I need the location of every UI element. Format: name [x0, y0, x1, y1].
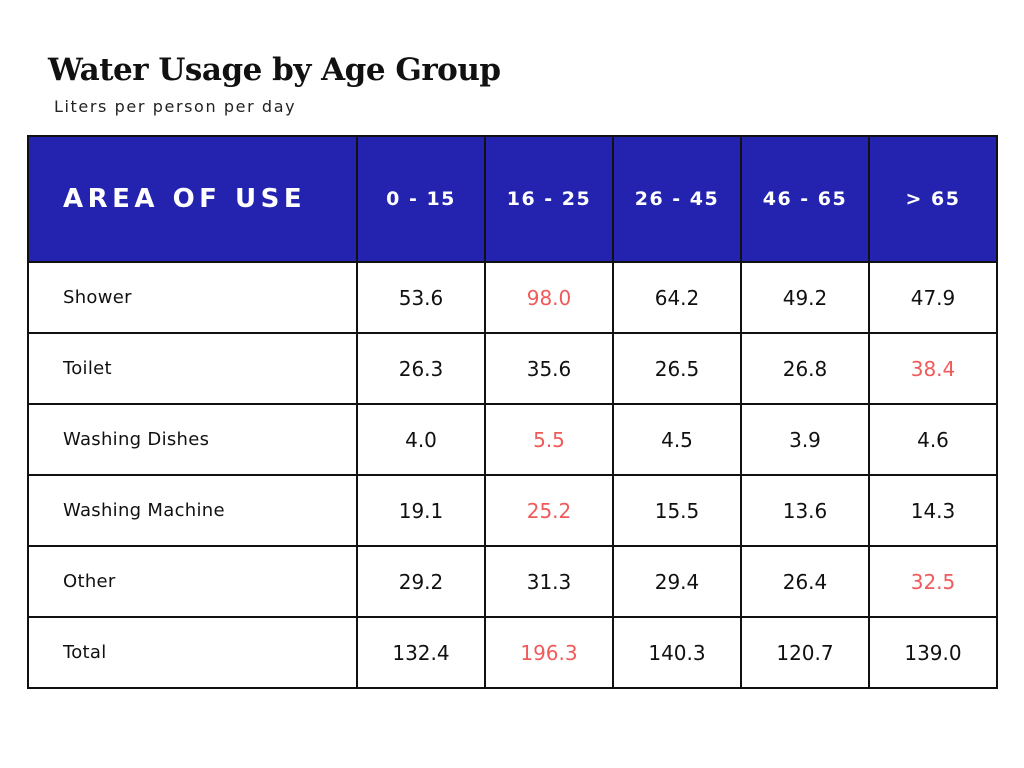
cell-value: 49.2	[740, 261, 870, 334]
table-row-washing-dishes: Washing Dishes 4.0 5.5 4.5 3.9 4.6	[27, 403, 998, 476]
cell-value: 19.1	[356, 474, 486, 547]
cell-value: 14.3	[868, 474, 998, 547]
cell-value: 140.3	[612, 616, 742, 689]
cell-value: 26.3	[356, 332, 486, 405]
table-body: Shower 53.6 98.0 64.2 49.2 47.9 Toilet 26.3 35.6…	[27, 261, 998, 689]
cell-value: 196.3	[484, 616, 614, 689]
cell-value: 120.7	[740, 616, 870, 689]
cell-value: 64.2	[612, 261, 742, 334]
header-age-46-65: 46 - 65	[740, 135, 870, 263]
cell-value: 4.6	[868, 403, 998, 476]
cell-value: 25.2	[484, 474, 614, 547]
water-usage-table: AREA OF USE 0 - 15 16 - 25 26 - 45 46 - …	[27, 135, 998, 689]
cell-value: 47.9	[868, 261, 998, 334]
table-row-toilet: Toilet 26.3 35.6 26.5 26.8 38.4	[27, 332, 998, 405]
header-age-0-15: 0 - 15	[356, 135, 486, 263]
row-label: Total	[27, 616, 358, 689]
cell-value: 35.6	[484, 332, 614, 405]
header-age-26-45: 26 - 45	[612, 135, 742, 263]
row-label: Toilet	[27, 332, 358, 405]
header-area-of-use: AREA OF USE	[27, 135, 358, 263]
cell-value: 3.9	[740, 403, 870, 476]
row-label: Washing Machine	[27, 474, 358, 547]
cell-value: 32.5	[868, 545, 998, 618]
cell-value: 98.0	[484, 261, 614, 334]
cell-value: 5.5	[484, 403, 614, 476]
cell-value: 26.8	[740, 332, 870, 405]
table-row-other: Other 29.2 31.3 29.4 26.4 32.5	[27, 545, 998, 618]
table-row-total: Total 132.4 196.3 140.3 120.7 139.0	[27, 616, 998, 689]
table-row-washing-machine: Washing Machine 19.1 25.2 15.5 13.6 14.3	[27, 474, 998, 547]
cell-value: 26.4	[740, 545, 870, 618]
cell-value: 31.3	[484, 545, 614, 618]
cell-value: 132.4	[356, 616, 486, 689]
header-age-16-25: 16 - 25	[484, 135, 614, 263]
cell-value: 29.4	[612, 545, 742, 618]
cell-value: 13.6	[740, 474, 870, 547]
cell-value: 4.0	[356, 403, 486, 476]
cell-value: 15.5	[612, 474, 742, 547]
cell-value: 38.4	[868, 332, 998, 405]
cell-value: 139.0	[868, 616, 998, 689]
row-label: Other	[27, 545, 358, 618]
row-label: Washing Dishes	[27, 403, 358, 476]
cell-value: 53.6	[356, 261, 486, 334]
cell-value: 4.5	[612, 403, 742, 476]
header-row: AREA OF USE 0 - 15 16 - 25 26 - 45 46 - …	[27, 135, 998, 263]
row-label: Shower	[27, 261, 358, 334]
cell-value: 29.2	[356, 545, 486, 618]
header-age-over-65: > 65	[868, 135, 998, 263]
chart-title: Water Usage by Age Group	[48, 52, 501, 88]
cell-value: 26.5	[612, 332, 742, 405]
table-row-shower: Shower 53.6 98.0 64.2 49.2 47.9	[27, 261, 998, 334]
chart-subtitle: Liters per person per day	[54, 97, 297, 116]
